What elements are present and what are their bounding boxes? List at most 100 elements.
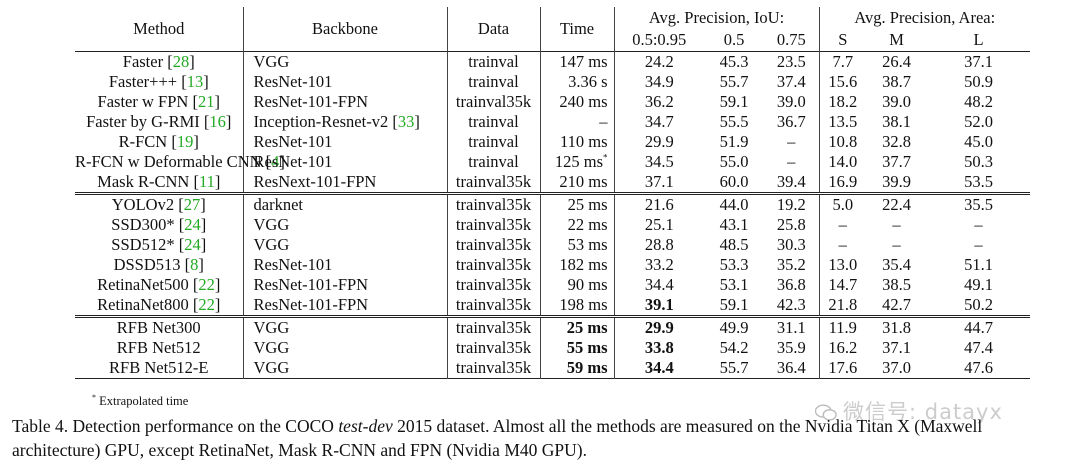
caption-line-2: architecture) GPU, except RetinaNet, Mas… [12, 440, 587, 460]
cell-ap50-value: 53.3 [719, 255, 749, 274]
cell-ap-small-value: 13.5 [828, 112, 858, 131]
cell-ap-small-value: 11.9 [828, 318, 857, 337]
method-name: RFB Net300 [116, 318, 201, 337]
cell-ap75-value: 42.3 [776, 295, 806, 314]
header-area-s: S [818, 29, 867, 52]
wechat-logo-icon [815, 404, 837, 421]
citation-link[interactable]: 21 [197, 92, 215, 111]
table-header: Method Backbone Data Time Avg. Precision… [75, 7, 1031, 52]
cell-ap-large-value: 50.3 [964, 152, 993, 171]
cell-ap50-value: 44.0 [719, 195, 749, 214]
cell-time: 55 ms [539, 338, 614, 358]
cell-ap-medium-value: 22.4 [882, 195, 911, 214]
cell-ap-small-value: – [838, 235, 847, 254]
cell-time-value: – [599, 112, 608, 131]
cell-backbone: Inception-Resnet-v2 [33] [242, 112, 447, 132]
citation-link[interactable]: 24 [184, 235, 201, 254]
cell-method: Faster w FPN [21] [97, 92, 220, 111]
cell-ap-large-value: 50.9 [964, 72, 993, 91]
citation-link[interactable]: 33 [397, 112, 415, 131]
cell-ap75: 35.9 [764, 338, 819, 358]
cell-method: RFB Net512-E [75, 358, 243, 379]
method-name: Faster+++ [108, 72, 178, 91]
caption-line1-rest: 2015 dataset. Almost all the methods are… [392, 416, 983, 436]
cell-method: Faster [28] [122, 52, 195, 71]
cell-ap-small-value: 18.2 [828, 92, 858, 111]
citation-link[interactable]: 16 [209, 112, 226, 131]
citation-link[interactable]: 27 [183, 195, 201, 214]
citation-link[interactable]: 13 [186, 72, 204, 91]
cell-ap-value: 37.1 [644, 172, 674, 191]
cell-ap: 33.8 [613, 338, 704, 358]
cell-ap-large: 49.1 [927, 275, 1030, 295]
cell-ap: 34.9 [613, 72, 704, 92]
citation-link[interactable]: 24 [184, 215, 201, 234]
table-row: RFB Net512-E VGG trainval35k 59 ms 34.4 55.7 3… [75, 358, 1031, 379]
cell-ap-large: 50.3 [927, 152, 1030, 172]
cell-time-value: 198 ms [559, 295, 608, 314]
cell-backbone: VGG [242, 51, 447, 72]
cell-backbone-value: VGG [253, 358, 290, 377]
cell-backbone: darknet [242, 193, 447, 215]
citation-link[interactable]: 8 [190, 255, 199, 274]
cell-method: SSD300* [24] [111, 215, 207, 234]
cell-method: DSSD513 [8] [113, 255, 204, 274]
cell-ap-large: 37.1 [927, 52, 1030, 73]
cell-time-value: 59 ms [566, 358, 608, 377]
cell-ap: 34.7 [613, 112, 704, 132]
cell-ap-small-value: 15.6 [828, 72, 858, 91]
citation-link[interactable]: 28 [172, 52, 190, 71]
cell-ap-medium-value: 31.8 [882, 318, 911, 337]
results-table-container: Method Backbone Data Time Avg. Precision… [75, 7, 1031, 379]
citation-link[interactable]: 22 [198, 275, 215, 294]
citation-link[interactable]: 11 [198, 172, 215, 191]
method-name: R-FCN w Deformable CNN [75, 152, 262, 171]
cell-ap-small: 14.7 [818, 275, 867, 295]
cell-backbone-value: VGG [253, 52, 290, 71]
table-row: R-FCN w Deformable CNN [4] ResNet-101 trai… [75, 152, 1030, 172]
cell-ap50-value: 45.3 [719, 52, 749, 71]
cell-ap: 34.4 [613, 358, 704, 379]
citation-link[interactable]: 22 [198, 295, 215, 314]
cell-ap-small-value: 10.8 [828, 132, 858, 151]
cell-backbone-value: VGG [253, 235, 290, 254]
cell-ap-large-value: 47.6 [964, 358, 993, 377]
cell-ap-large: 51.1 [927, 255, 1030, 275]
cell-time-value: 125 ms [554, 152, 603, 171]
cell-ap75: 19.2 [764, 194, 819, 216]
cell-data-value: trainval [468, 52, 519, 71]
cell-backbone: ResNet-101-FPN [242, 295, 447, 317]
cell-method: RFB Net300 [75, 317, 243, 339]
citation-link[interactable]: 19 [176, 132, 194, 151]
cell-data-value: trainval [468, 132, 519, 151]
cell-ap75-value: 36.4 [776, 358, 806, 377]
cell-data-value: trainval [468, 112, 519, 131]
table-caption: Table 4. Detection performance on the CO… [12, 414, 1080, 462]
cell-ap-small: 18.2 [818, 92, 867, 112]
cell-backbone-value: ResNet-101-FPN [253, 92, 369, 111]
cell-method: SSD512* [24] [111, 235, 207, 254]
cell-data: trainval35k [446, 275, 540, 295]
cell-ap50: 55.5 [704, 112, 764, 132]
cell-ap-small: 21.8 [818, 295, 867, 317]
time-footnote-mark: * [603, 152, 608, 163]
cell-ap-value: 29.9 [644, 318, 674, 337]
header-method: Method [133, 19, 185, 38]
cell-ap75-value: 35.9 [776, 338, 806, 357]
cell-ap: 25.1 [613, 215, 704, 235]
cell-data: trainval35k [446, 255, 540, 275]
cell-ap-large-value: 48.2 [964, 92, 993, 111]
table-row: SSD300* [24] VGG trainval35k 22 ms 25.1 43.1 2… [75, 215, 1030, 235]
cell-ap: 34.5 [613, 152, 704, 172]
cell-ap50: 59.1 [704, 92, 764, 112]
cell-ap-medium: 26.4 [866, 52, 927, 73]
cell-data-value: trainval35k [455, 318, 532, 337]
cell-ap50-value: 49.9 [719, 318, 749, 337]
cell-ap75: 39.0 [764, 92, 819, 112]
cell-ap-large: – [927, 215, 1030, 235]
cell-data-value: trainval35k [455, 295, 532, 314]
cell-ap-large: – [927, 235, 1030, 255]
cell-ap-medium-value: 39.0 [882, 92, 911, 111]
cell-ap50: 55.0 [704, 152, 764, 172]
cell-ap50-value: 59.1 [719, 295, 749, 314]
